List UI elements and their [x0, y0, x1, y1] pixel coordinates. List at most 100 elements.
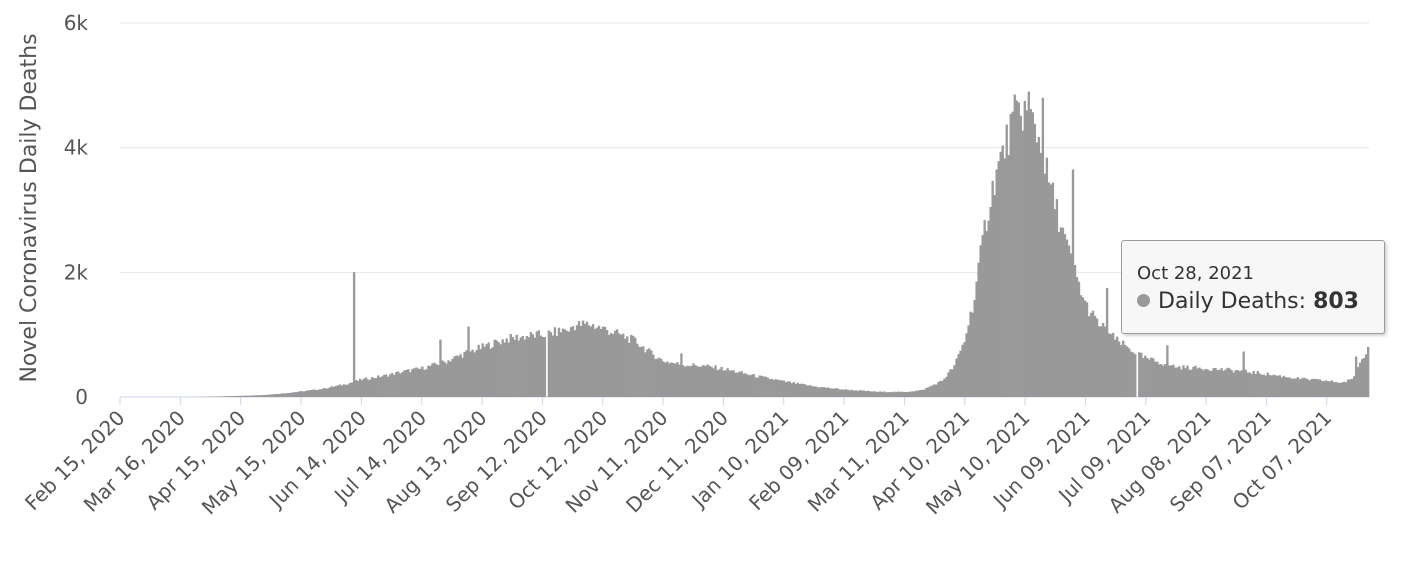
bar[interactable] — [684, 366, 687, 397]
bar[interactable] — [1258, 373, 1261, 397]
bar[interactable] — [549, 332, 553, 397]
bar[interactable] — [431, 363, 434, 397]
bar[interactable] — [360, 380, 364, 397]
bar[interactable] — [342, 384, 346, 397]
bar[interactable] — [1150, 357, 1153, 397]
bar[interactable] — [262, 394, 265, 397]
bar[interactable] — [1332, 382, 1336, 397]
bar[interactable] — [419, 368, 422, 397]
bar[interactable] — [467, 326, 470, 397]
bar[interactable] — [1013, 94, 1016, 397]
bar[interactable] — [624, 338, 627, 397]
bar[interactable] — [911, 391, 914, 397]
bar[interactable] — [1087, 316, 1091, 397]
bar[interactable] — [1352, 376, 1356, 397]
bar[interactable] — [527, 337, 530, 397]
bar[interactable] — [1240, 370, 1243, 397]
bar[interactable] — [346, 384, 350, 397]
bar[interactable] — [1316, 379, 1320, 397]
bar[interactable] — [403, 370, 406, 397]
bar[interactable] — [1128, 348, 1131, 397]
bar[interactable] — [222, 396, 225, 397]
bar[interactable] — [451, 358, 454, 397]
bar[interactable] — [730, 370, 733, 397]
bar[interactable] — [947, 372, 950, 397]
bar[interactable] — [1079, 295, 1083, 397]
bar[interactable] — [794, 383, 798, 397]
bar[interactable] — [885, 392, 888, 397]
bar[interactable] — [981, 235, 984, 397]
bar[interactable] — [955, 358, 958, 397]
bar[interactable] — [989, 206, 992, 397]
bar[interactable] — [858, 390, 862, 397]
bar[interactable] — [1170, 365, 1173, 397]
bar[interactable] — [1019, 115, 1022, 397]
bar[interactable] — [559, 332, 563, 397]
bar[interactable] — [656, 358, 659, 397]
bar[interactable] — [371, 377, 374, 397]
bar[interactable] — [350, 382, 354, 397]
bar[interactable] — [1089, 312, 1093, 397]
bar[interactable] — [375, 378, 378, 397]
bar[interactable] — [1164, 364, 1167, 397]
bar[interactable] — [891, 392, 894, 397]
bar[interactable] — [810, 386, 814, 397]
bar[interactable] — [583, 323, 587, 397]
bar[interactable] — [862, 390, 866, 397]
bar[interactable] — [487, 342, 490, 397]
bar[interactable] — [654, 359, 657, 397]
bar[interactable] — [1039, 152, 1043, 397]
bar[interactable] — [784, 382, 788, 397]
bar[interactable] — [429, 365, 432, 397]
bar[interactable] — [300, 391, 304, 397]
bar[interactable] — [248, 395, 251, 397]
bar[interactable] — [547, 330, 551, 397]
bar[interactable] — [364, 377, 368, 397]
bar[interactable] — [690, 365, 693, 397]
bar[interactable] — [993, 195, 996, 397]
bar[interactable] — [571, 326, 575, 397]
bar[interactable] — [483, 346, 486, 397]
bar[interactable] — [927, 387, 930, 397]
bar[interactable] — [905, 392, 908, 397]
bar[interactable] — [298, 391, 302, 397]
bar[interactable] — [856, 390, 860, 397]
bar[interactable] — [507, 342, 510, 397]
bar[interactable] — [935, 384, 938, 397]
bar[interactable] — [808, 385, 812, 397]
bar[interactable] — [481, 343, 484, 397]
bar[interactable] — [1222, 370, 1225, 397]
bar[interactable] — [850, 389, 854, 397]
bar[interactable] — [1166, 345, 1169, 397]
bar[interactable] — [284, 393, 288, 397]
bar[interactable] — [399, 373, 402, 397]
bar[interactable] — [1071, 169, 1075, 397]
bar[interactable] — [344, 384, 348, 397]
bar[interactable] — [336, 385, 340, 397]
bar[interactable] — [216, 396, 219, 398]
bar[interactable] — [883, 391, 886, 397]
bar[interactable] — [240, 395, 243, 397]
bar[interactable] — [1120, 345, 1123, 397]
bar[interactable] — [907, 391, 910, 397]
bar[interactable] — [1306, 379, 1310, 397]
bar[interactable] — [999, 151, 1002, 397]
bar[interactable] — [662, 361, 665, 397]
bar[interactable] — [535, 331, 539, 397]
bar[interactable] — [220, 396, 223, 397]
bar[interactable] — [1278, 375, 1281, 397]
bar[interactable] — [634, 337, 637, 397]
bar[interactable] — [324, 388, 328, 397]
bar[interactable] — [726, 368, 729, 397]
bar[interactable] — [1212, 368, 1215, 397]
bar[interactable] — [1242, 351, 1245, 398]
bar[interactable] — [1160, 364, 1163, 397]
bar[interactable] — [1105, 287, 1109, 397]
bar[interactable] — [1356, 367, 1360, 397]
bar[interactable] — [1234, 370, 1237, 397]
bar[interactable] — [306, 390, 310, 397]
bar[interactable] — [895, 392, 898, 397]
bar[interactable] — [1308, 380, 1312, 397]
bar[interactable] — [1051, 182, 1055, 397]
bar[interactable] — [226, 396, 229, 397]
